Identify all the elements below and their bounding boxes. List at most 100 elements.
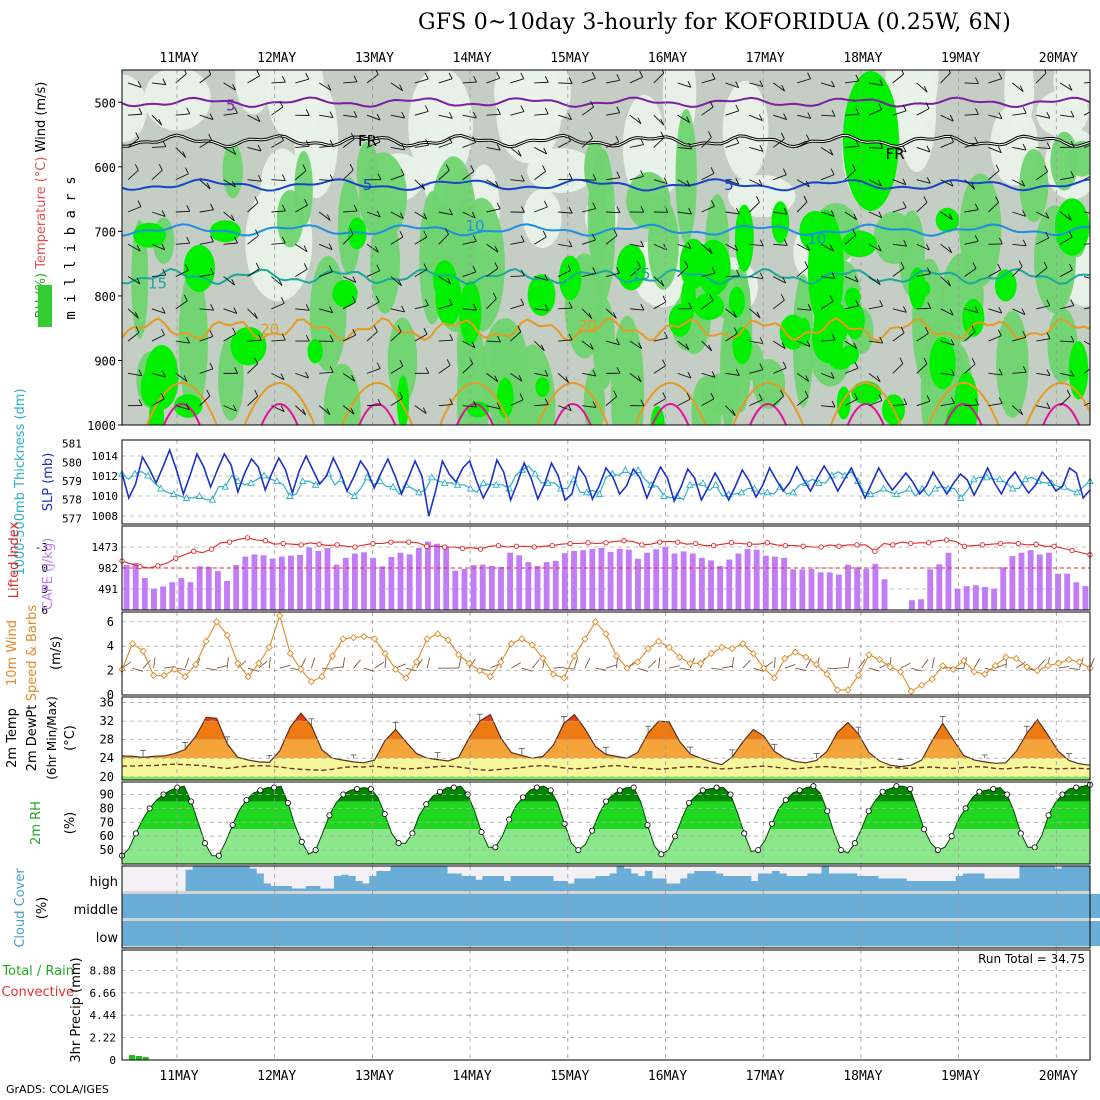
wind-barb-flag [733,327,738,334]
middle-cloud-cover [849,894,858,918]
thickness-marker [415,488,423,496]
wind-barb [438,304,453,310]
wind-barb [900,662,911,669]
wind-barb-flag [831,110,836,117]
wind-barb-flag [423,213,428,220]
rh-tick-label: 50 [100,843,114,857]
wind-barb-flag [303,245,308,252]
wind-barb-flag [780,389,785,397]
wind-barb-flag [926,394,931,402]
temp-tick-label: 20 [100,770,114,784]
wind-barb-flag [731,409,736,416]
wind-barb [1060,114,1075,118]
wind-barb-flag [735,369,740,376]
rh-marker [768,820,775,827]
wind-barb [797,114,811,119]
low-cloud-cover [1061,921,1070,946]
wind-barb [605,141,619,148]
cape-bar [425,541,431,610]
wind-speed-marker [434,630,442,638]
wind-barb [773,82,785,92]
wind-barb [796,179,810,188]
high-cloud-cover [800,876,808,891]
wind-speed-marker [455,651,463,659]
temp-contour-minus5 [122,96,1090,109]
wind-speed-marker [265,643,273,652]
wind-barb [271,106,284,116]
wind-barb-flag [925,102,930,109]
low-cloud-cover [581,921,589,946]
wind-barb-flag [424,72,429,80]
low-cloud-cover [475,921,483,946]
wind-barb-flag [903,398,908,405]
wind-barb-flag [183,375,188,382]
wind-barb [773,243,788,246]
wind-barb-flag [612,312,617,319]
middle-cloud-cover [1090,894,1098,918]
wind-barb-flag [328,265,333,272]
wind-barb-flag [756,311,761,319]
wind-barb [342,234,354,245]
low-cloud-cover [312,921,321,946]
cape-bar [342,557,349,610]
rh-moist-region [584,140,606,196]
wind-barb [1012,147,1027,151]
thickness-marker [595,490,604,498]
lifted-index-marker [782,542,788,549]
slp-tick-label: 1012 [92,470,119,483]
thickness-marker [995,475,1004,483]
cape-bar [781,557,787,610]
wind-barb [605,396,617,406]
wind-barb [988,269,1001,277]
wind-barb [1012,405,1024,416]
precip-tick-label: 2.22 [90,1032,117,1045]
cape-bar [151,588,157,610]
cape-bar [644,552,651,610]
cape-bar [351,553,358,610]
wind-barb [223,308,237,314]
wind-barb [773,276,786,284]
high-cloud-cover [870,876,879,891]
wind-barb [342,657,346,669]
wind-barb [271,81,286,84]
middle-cloud-cover [708,894,717,918]
middle-cloud-cover [213,894,222,918]
middle-cloud-cover [298,894,307,918]
low-cloud-cover [962,921,971,946]
wind-barb [701,398,715,407]
wind-barb-flag [971,357,976,365]
rh-dry-region [722,80,769,180]
low-cloud-cover [164,921,172,946]
wind-speed-marker [896,668,905,676]
high-cloud-cover [390,866,399,891]
wind-barb [701,106,714,116]
cape-bar [379,566,386,610]
high-cloud-cover [666,883,674,891]
cape-bar [543,562,550,610]
high-cloud-cover [969,873,978,891]
wind-barb-flag [232,83,236,91]
wind-barb-flag [830,210,835,217]
wind-barb-flag [974,203,979,210]
middle-cloud-cover [482,894,490,918]
wind-barb-flag [397,325,402,332]
low-cloud-cover [143,921,151,946]
wind-speed-marker [907,687,915,695]
lifted-index-marker [818,544,824,550]
high-cloud-cover [560,881,568,891]
wind-barb [127,169,139,181]
wind-barb [414,144,429,148]
wind-barb [1011,266,1023,277]
wind-barb [773,367,787,374]
wind-speed-marker [918,681,926,689]
contour-label: 20 [260,320,279,338]
grads-credit: GrADS: COLA/IGES [6,1083,109,1096]
high-cloud-cover [899,878,907,891]
rh-moist-region [178,267,208,415]
wind-barb-flag [803,195,808,203]
middle-cloud-cover [312,894,321,918]
rh-marker [893,783,900,790]
high-cloud-cover [835,873,844,891]
wind-barb-flag [280,373,285,380]
wind-barb [837,667,849,669]
